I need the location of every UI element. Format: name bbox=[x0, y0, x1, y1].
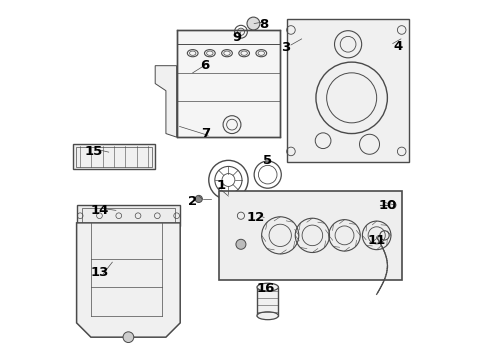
Text: 6: 6 bbox=[200, 59, 209, 72]
Bar bbox=[76, 147, 152, 167]
Circle shape bbox=[235, 239, 245, 249]
Text: 5: 5 bbox=[263, 154, 272, 167]
Polygon shape bbox=[176, 30, 280, 137]
Text: 8: 8 bbox=[259, 18, 268, 31]
Text: 15: 15 bbox=[84, 145, 102, 158]
Text: 1: 1 bbox=[216, 179, 225, 192]
Text: 13: 13 bbox=[90, 266, 109, 279]
Text: 4: 4 bbox=[393, 40, 402, 53]
Bar bbox=[257, 287, 278, 316]
Text: 12: 12 bbox=[245, 211, 264, 224]
Text: 16: 16 bbox=[256, 283, 275, 296]
Text: 10: 10 bbox=[377, 198, 396, 212]
Polygon shape bbox=[77, 205, 180, 226]
Circle shape bbox=[123, 332, 134, 342]
Ellipse shape bbox=[257, 283, 278, 291]
Text: 9: 9 bbox=[232, 31, 242, 44]
Polygon shape bbox=[73, 144, 155, 169]
Polygon shape bbox=[155, 66, 176, 137]
Circle shape bbox=[246, 17, 259, 30]
Text: 7: 7 bbox=[200, 127, 209, 140]
Text: 14: 14 bbox=[90, 204, 109, 217]
Ellipse shape bbox=[257, 312, 278, 320]
Circle shape bbox=[195, 195, 202, 203]
Text: 11: 11 bbox=[367, 234, 385, 247]
Polygon shape bbox=[77, 223, 180, 337]
Text: 3: 3 bbox=[281, 41, 289, 54]
Polygon shape bbox=[287, 19, 408, 162]
Text: 2: 2 bbox=[188, 195, 197, 208]
Polygon shape bbox=[219, 191, 401, 280]
Bar bbox=[82, 207, 175, 225]
